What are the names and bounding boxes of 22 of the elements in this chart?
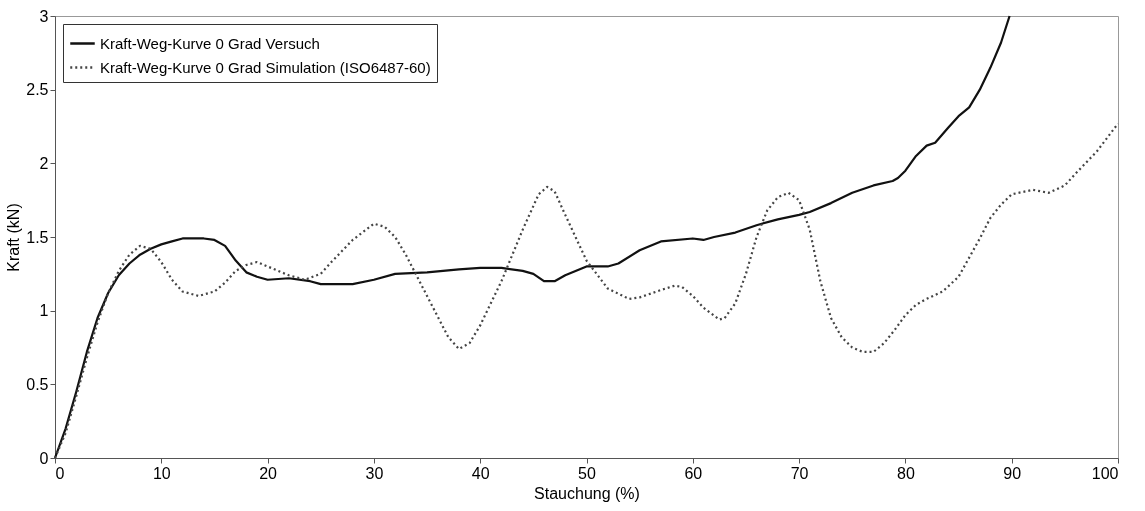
y-tick-label: 3 [39, 7, 49, 25]
x-tick-label: 100 [1091, 464, 1119, 482]
legend-label: Kraft-Weg-Kurve 0 Grad Versuch [100, 34, 320, 52]
x-tick-label: 10 [152, 464, 171, 482]
y-tick-label: 0.5 [26, 375, 49, 393]
y-tick-label: 1.5 [26, 228, 49, 246]
legend-label: Kraft-Weg-Kurve 0 Grad Simulation (ISO6487-60) [100, 58, 431, 76]
x-tick-label: 0 [55, 464, 65, 482]
y-tick-label: 2 [39, 154, 49, 172]
x-axis-title: Stauchung (%) [534, 484, 640, 502]
x-tick-label: 40 [471, 464, 490, 482]
x-tick-label: 30 [365, 464, 384, 482]
x-tick-label: 90 [1003, 464, 1022, 482]
y-axis-title: Kraft (kN) [5, 203, 23, 272]
x-tick-label: 50 [578, 464, 596, 482]
x-tick-label: 20 [259, 464, 278, 482]
x-tick-label: 60 [684, 464, 703, 482]
y-tick-label: 0 [39, 449, 49, 467]
y-tick-label: 1 [39, 302, 49, 320]
y-tick-label: 2.5 [26, 81, 49, 99]
x-tick-label: 80 [897, 464, 915, 482]
x-tick-label: 70 [790, 464, 809, 482]
